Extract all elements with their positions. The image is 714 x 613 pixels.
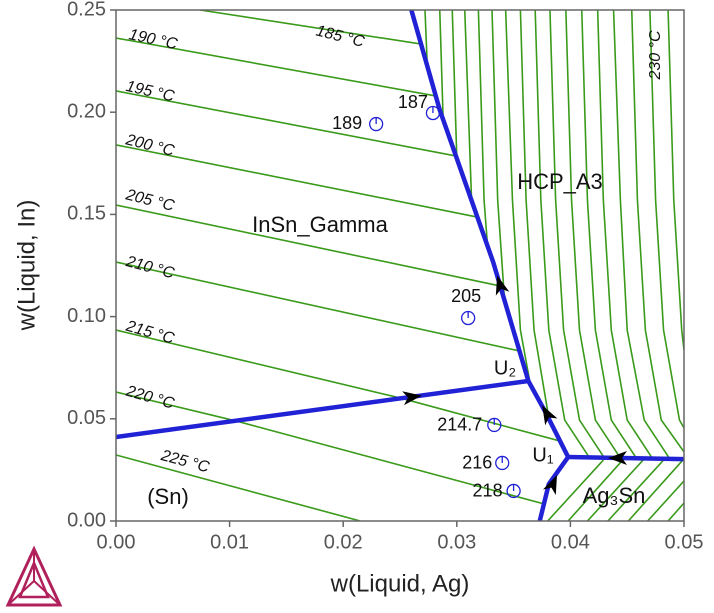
isotherm-line <box>116 204 501 287</box>
isotherm-line <box>491 10 506 301</box>
x-tick-label: 0.02 <box>324 531 363 553</box>
isotherm-line <box>199 10 421 45</box>
isotherm-line <box>667 10 684 351</box>
arrow <box>542 474 558 496</box>
point-label: 218 <box>473 481 503 501</box>
point-label: 205 <box>451 286 481 306</box>
isotherm-line <box>565 10 622 459</box>
point-label: 214.7 <box>437 415 482 435</box>
isotherm-label: 215 °C <box>123 318 176 348</box>
isotherm-label: 190 °C <box>127 26 179 53</box>
arrow <box>542 405 558 426</box>
y-axis-label: w(Liquid, In) <box>13 200 40 332</box>
arrow <box>495 275 510 296</box>
data-point: 187 <box>398 92 441 121</box>
overlay: 187 189 205 214.7 216 218 185 °C 190 °C 195 °C 20… <box>123 23 664 509</box>
isotherm-line <box>596 10 653 459</box>
plot-frame <box>115 9 685 522</box>
arrow <box>402 391 422 406</box>
isotherm-line <box>116 261 520 352</box>
isotherm-label: 195 °C <box>124 78 176 106</box>
isotherm-line <box>580 10 637 459</box>
region-label: U₂ <box>494 357 516 379</box>
region-label: U₁ <box>532 444 553 466</box>
isotherm-line <box>607 459 665 521</box>
logo-lines <box>7 549 61 606</box>
isotherm-line <box>504 10 531 381</box>
y-tick-label: 0.15 <box>67 203 106 225</box>
logo <box>5 545 63 607</box>
isotherm-line <box>438 10 444 120</box>
isotherm-label: 225 °C <box>158 447 211 477</box>
x-tick-label: 0.01 <box>210 531 249 553</box>
isotherm-line <box>477 10 489 246</box>
point-label: 189 <box>332 113 362 133</box>
isotherm-line <box>451 10 458 159</box>
x-tick-label: 0.05 <box>665 531 704 553</box>
point-label: 187 <box>398 92 428 112</box>
isotherm-line <box>612 10 670 459</box>
boundary-line <box>409 10 531 382</box>
data-point: 189 <box>332 113 384 133</box>
data-point: 216 <box>462 453 510 473</box>
logo-outer <box>5 545 63 607</box>
arrow <box>608 451 627 465</box>
boundary-line <box>568 454 684 462</box>
data-point: 205 <box>451 286 481 326</box>
data-point: 214.7 <box>437 415 502 435</box>
boundary-line <box>116 378 529 440</box>
data-point: 218 <box>473 481 521 501</box>
isotherm-line <box>116 144 478 218</box>
y-tick-label: 0.25 <box>67 0 106 20</box>
isotherm-label: 220 °C <box>123 383 176 413</box>
isotherm-line <box>647 480 684 521</box>
x-tick-label: 0.00 <box>97 531 136 553</box>
isotherm-label: 200 °C <box>123 131 176 160</box>
region-label: Ag₃Sn <box>583 483 646 508</box>
y-tick-label: 0.10 <box>67 305 106 327</box>
plot-area <box>116 10 684 521</box>
arrows <box>402 275 627 496</box>
x-tick-label: 0.03 <box>437 531 476 553</box>
isotherm-line <box>667 502 684 521</box>
y-tick-label: 0.05 <box>67 407 106 429</box>
isotherm-line <box>116 454 361 521</box>
isotherm-line <box>519 10 550 419</box>
x-tick-label: 0.04 <box>551 531 590 553</box>
y-tick-label: 0.00 <box>67 509 106 531</box>
isotherm-line <box>567 459 624 521</box>
isotherm-line <box>116 90 456 157</box>
isotherm-label: 230 °C <box>647 30 664 81</box>
region-label: InSn_Gamma <box>252 212 388 237</box>
isotherm-line <box>116 37 437 97</box>
region-label: (Sn) <box>147 484 189 509</box>
isotherm-label: 185 °C <box>314 23 366 51</box>
isotherm-line <box>463 10 473 201</box>
region-label: HCP_A3 <box>517 169 603 194</box>
isotherm-label: 210 °C <box>123 253 176 283</box>
isotherm-line <box>547 459 604 521</box>
x-axis-label: w(Liquid, Ag) <box>330 570 470 597</box>
logo-inner <box>18 559 50 599</box>
isotherm-line <box>649 10 684 429</box>
isotherm-line <box>534 10 591 459</box>
isotherm-label: 205 °C <box>123 186 176 215</box>
isotherm-line <box>586 459 644 521</box>
isotherm-line <box>627 459 684 521</box>
isotherm-line <box>549 10 606 459</box>
y-tick-label: 0.20 <box>67 100 106 122</box>
isotherm-line <box>424 10 429 66</box>
isotherm-line <box>630 10 684 453</box>
point-label: 216 <box>462 453 492 473</box>
